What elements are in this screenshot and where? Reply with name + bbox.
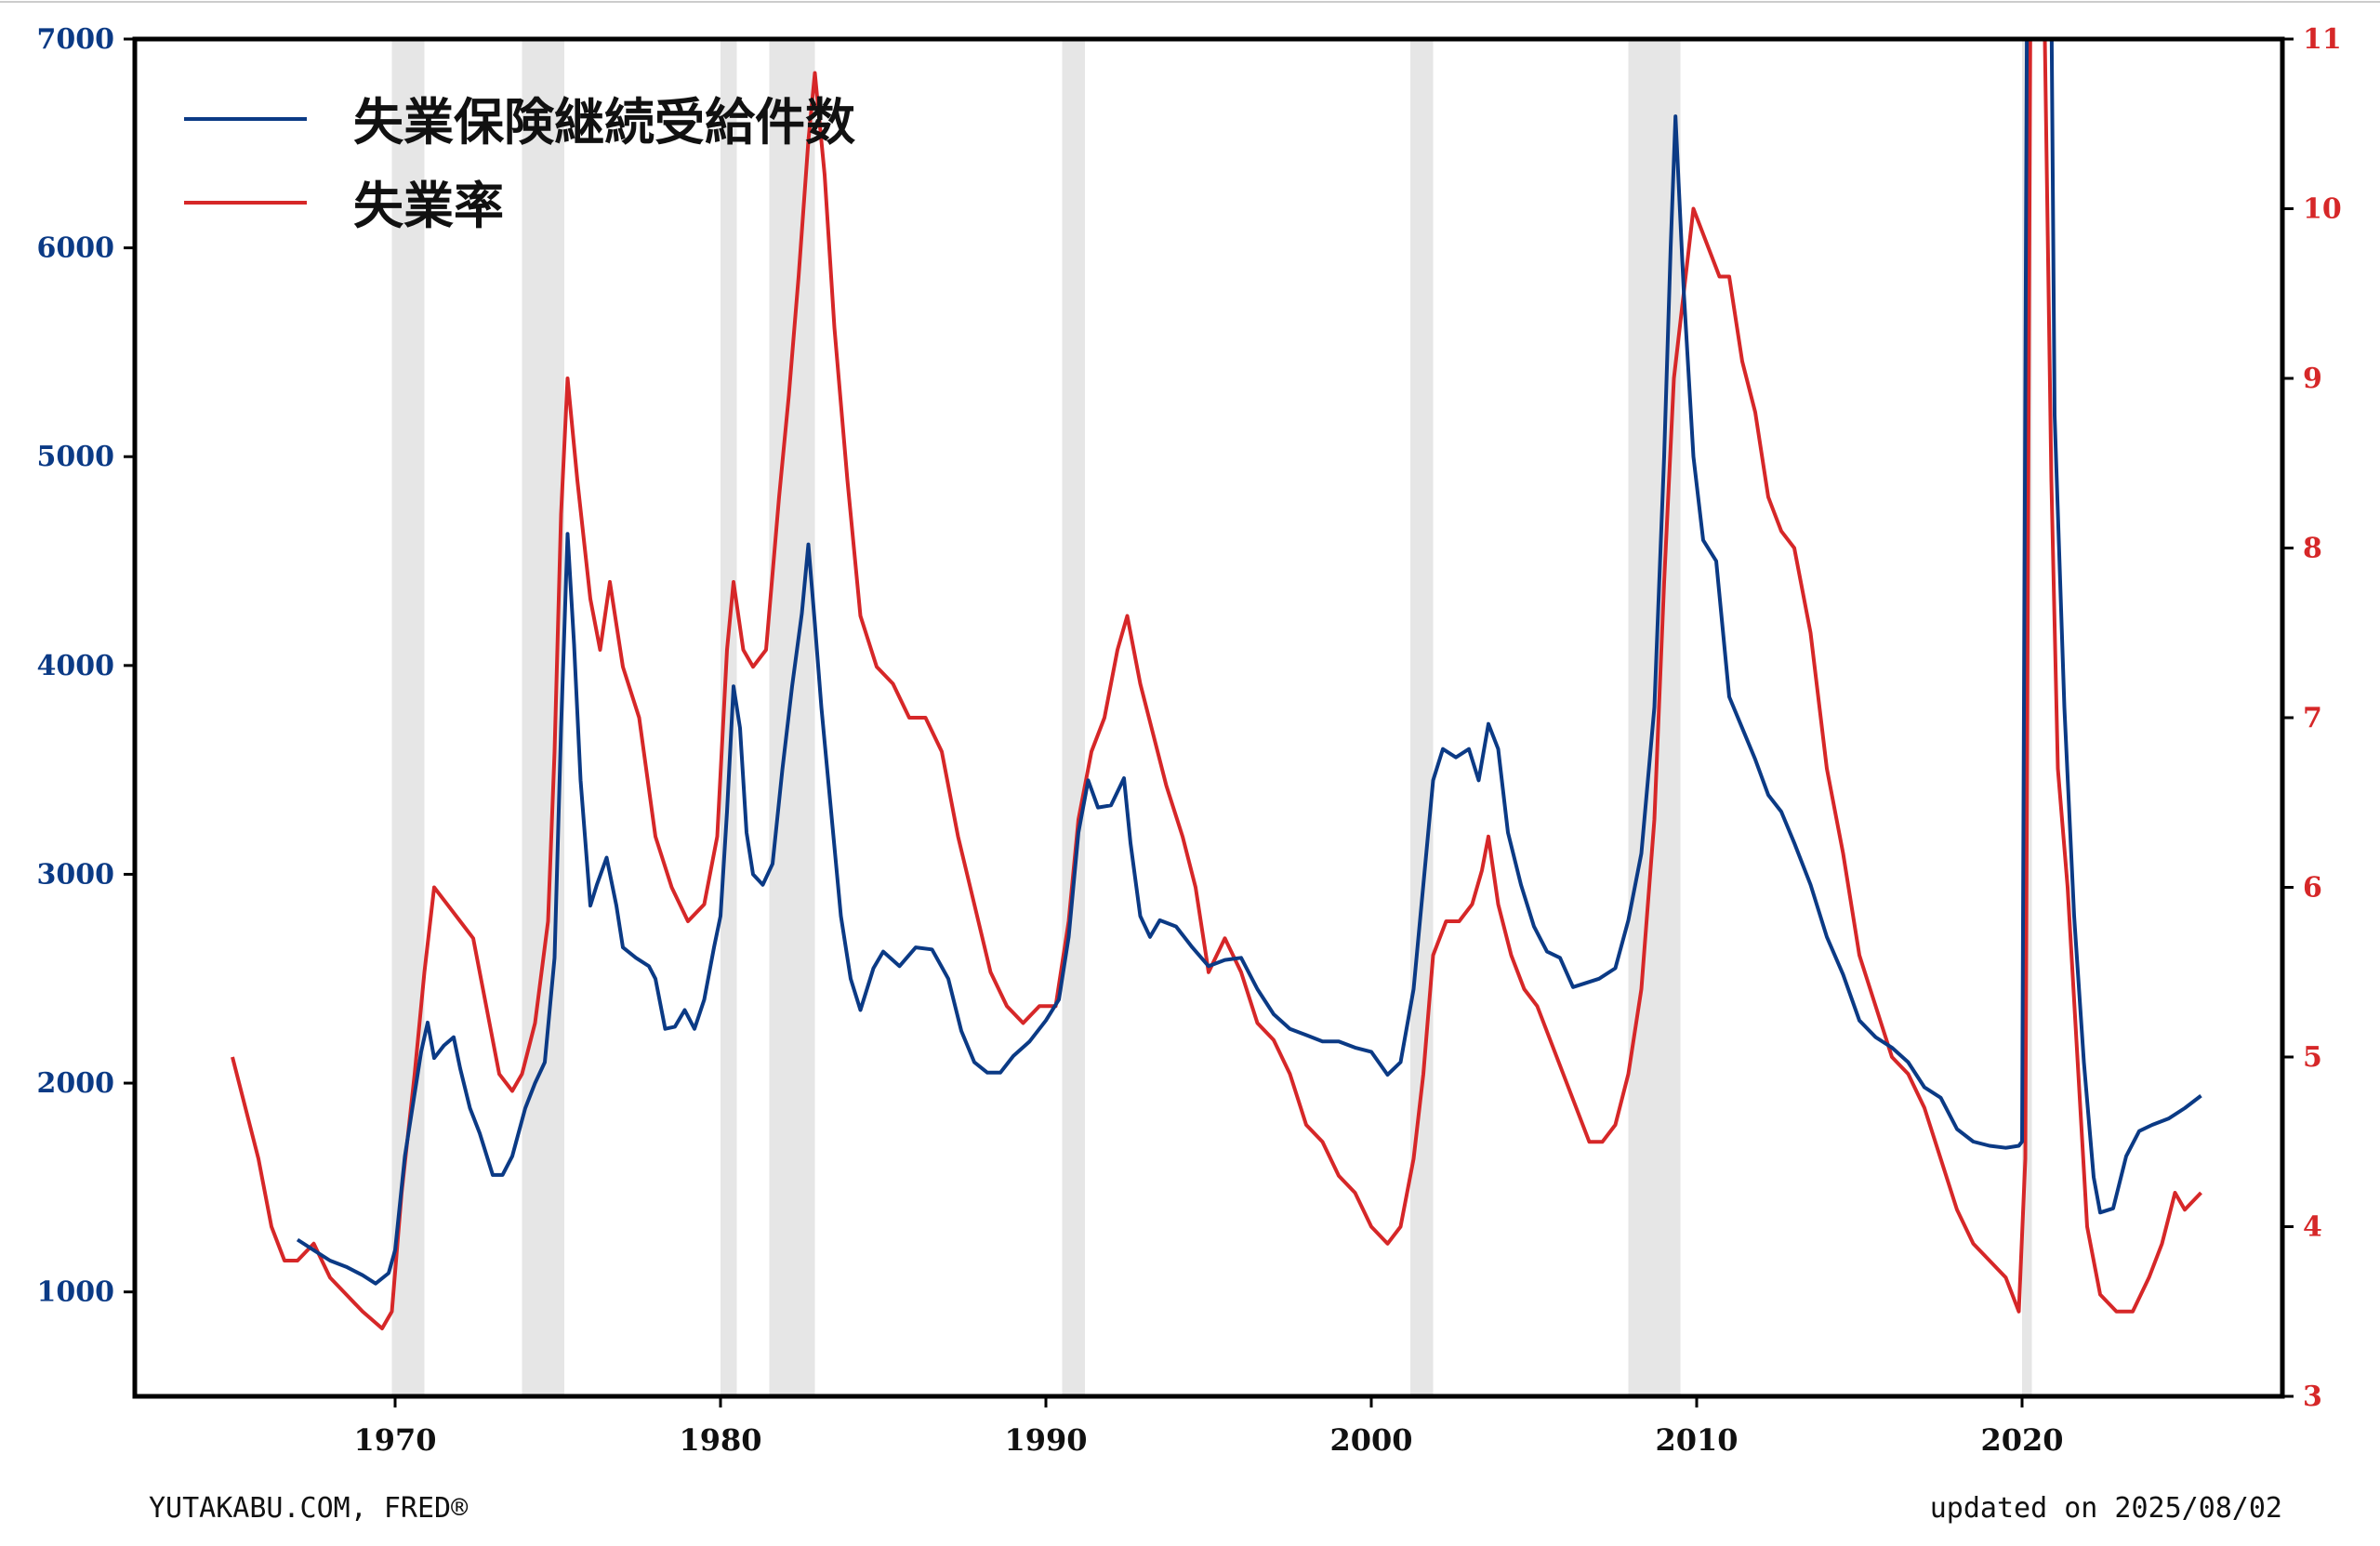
legend: 失業保険継続受給件数 失業率	[184, 92, 855, 235]
left-tick-label-5000: 5000	[37, 441, 115, 473]
left-tick-label-7000: 7000	[37, 23, 115, 56]
left-tick-label-2000: 2000	[37, 1067, 115, 1100]
right-tick-label-10: 10	[2303, 193, 2342, 226]
recession-band-1	[522, 39, 564, 1396]
left-tick-label-6000: 6000	[37, 232, 115, 265]
updated-date: updated on 2025/08/02	[1930, 1492, 2282, 1525]
left-tick-label-4000: 4000	[37, 650, 115, 682]
right-axis: 3 4 5 6 7 8 9 10 11	[2282, 23, 2342, 1413]
x-tick-label-2010: 2010	[1655, 1422, 1738, 1458]
recession-band-3	[769, 39, 815, 1396]
series-lines	[231, 39, 2202, 1330]
right-tick-label-7: 7	[2303, 702, 2322, 734]
left-tick-label-3000: 3000	[37, 858, 115, 891]
x-tick-label-1990: 1990	[1004, 1422, 1087, 1458]
right-tick-label-11: 11	[2303, 23, 2342, 56]
x-tick-label-2000: 2000	[1329, 1422, 1412, 1458]
recession-band-2	[721, 39, 737, 1396]
right-tick-label-9: 9	[2303, 363, 2322, 395]
series-line-unemployment	[231, 39, 2202, 1330]
x-tick-label-2020: 2020	[1980, 1422, 2063, 1458]
recession-band-4	[1062, 39, 1085, 1396]
legend-label-claims: 失業保険継続受給件数	[353, 92, 855, 152]
source-credit: YUTAKABU.COM, FRED®	[149, 1492, 469, 1525]
x-tick-label-1980: 1980	[679, 1422, 761, 1458]
right-tick-label-4: 4	[2303, 1211, 2322, 1244]
x-axis: 1970 1980 1990 2000 2010 2020	[353, 1396, 2064, 1458]
right-tick-label-5: 5	[2303, 1041, 2322, 1074]
right-tick-label-3: 3	[2303, 1381, 2322, 1413]
right-tick-label-6: 6	[2303, 872, 2322, 905]
series-line-claims	[296, 39, 2202, 1286]
right-tick-label-8: 8	[2303, 533, 2322, 565]
recession-band-5	[1410, 39, 1434, 1396]
legend-label-unemployment: 失業率	[353, 176, 504, 235]
left-tick-label-1000: 1000	[37, 1276, 115, 1309]
recession-band-0	[391, 39, 425, 1396]
x-tick-label-1970: 1970	[353, 1422, 436, 1458]
left-axis: 1000 2000 3000 4000 5000 6000 7000	[37, 23, 135, 1309]
